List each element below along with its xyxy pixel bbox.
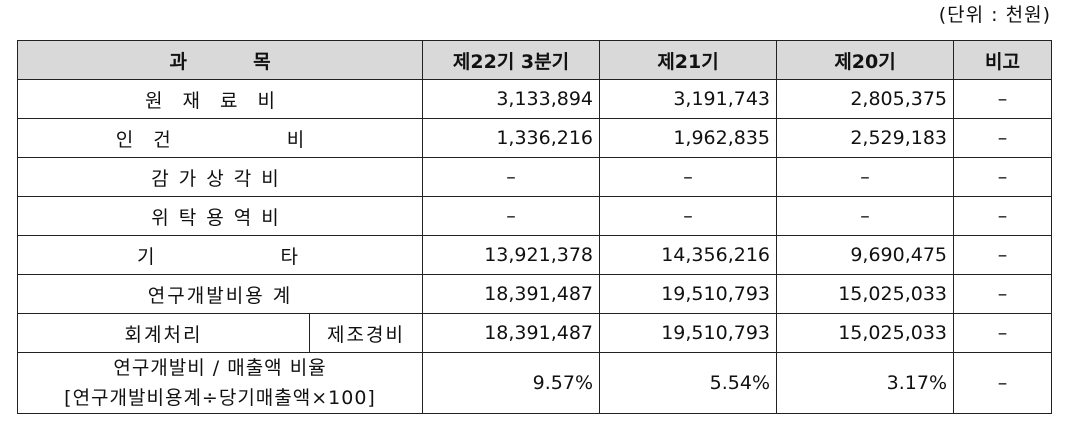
header-fy21: 제21기 xyxy=(599,40,778,80)
cell-remark: – xyxy=(953,352,1053,414)
cell-q3-22: 1,336,216 xyxy=(422,118,601,158)
table-row: 위탁용역비 – – – – xyxy=(16,196,1053,236)
cell-fy20: 3.17% xyxy=(776,352,955,414)
cell-fy20: – xyxy=(776,157,955,197)
cell-remark: – xyxy=(953,79,1053,119)
cell-fy21: – xyxy=(599,196,778,236)
cell-fy21: – xyxy=(599,157,778,197)
row-label-rnd-ratio: 연구개발비 / 매출액 비율 [연구개발비용계÷당기매출액×100] xyxy=(16,352,424,414)
table-row-ratio: 연구개발비 / 매출액 비율 [연구개발비용계÷당기매출액×100] 9.57%… xyxy=(16,352,1053,414)
cell-q3-22: 18,391,487 xyxy=(422,313,601,353)
header-fy20: 제20기 xyxy=(776,40,955,80)
unit-note: (단위 : 천원) xyxy=(938,4,1051,26)
cell-q3-22: 13,921,378 xyxy=(422,235,601,275)
row-label-outsourcing: 위탁용역비 xyxy=(16,196,424,236)
cell-q3-22: 18,391,487 xyxy=(422,274,601,314)
cell-fy20: 15,025,033 xyxy=(776,313,955,353)
header-q3-22: 제22기 3분기 xyxy=(422,40,601,80)
table-row: 원재료비 3,133,894 3,191,743 2,805,375 – xyxy=(16,79,1053,119)
row-label-accounting: 회계처리 xyxy=(17,313,310,353)
table-header-row: 과 목 제22기 3분기 제21기 제20기 비고 xyxy=(16,40,1053,80)
table-row: 인건 비 1,336,216 1,962,835 2,529,183 – xyxy=(16,118,1053,158)
row-sublabel-manufacturing-expense: 제조경비 xyxy=(308,313,424,353)
cell-remark: – xyxy=(953,274,1053,314)
cell-fy21: 5.54% xyxy=(599,352,778,414)
cell-fy21: 1,962,835 xyxy=(599,118,778,158)
cell-q3-22: – xyxy=(422,157,601,197)
cell-fy20: 15,025,033 xyxy=(776,274,955,314)
table-row: 연구개발비용 계 18,391,487 19,510,793 15,025,03… xyxy=(16,274,1053,314)
cell-fy21: 3,191,743 xyxy=(599,79,778,119)
table-row: 기 타 13,921,378 14,356,216 9,690,475 – xyxy=(16,235,1053,275)
cell-q3-22: 9.57% xyxy=(422,352,601,414)
ratio-label-line1: 연구개발비 / 매출액 비율 xyxy=(113,357,327,379)
table-row: 감가상각비 – – – – xyxy=(16,157,1053,197)
header-item: 과 목 xyxy=(16,40,424,80)
cell-fy20: 2,805,375 xyxy=(776,79,955,119)
cell-fy20: 2,529,183 xyxy=(776,118,955,158)
row-label-raw-materials: 원재료비 xyxy=(16,79,424,119)
header-remark: 비고 xyxy=(953,40,1053,80)
cell-fy21: 19,510,793 xyxy=(599,313,778,353)
row-label-depreciation: 감가상각비 xyxy=(16,157,424,197)
cell-remark: – xyxy=(953,235,1053,275)
rnd-expense-table: 과 목 제22기 3분기 제21기 제20기 비고 원재료비 3,133,894… xyxy=(16,40,1053,414)
cell-remark: – xyxy=(953,313,1053,353)
cell-remark: – xyxy=(953,196,1053,236)
cell-q3-22: 3,133,894 xyxy=(422,79,601,119)
cell-q3-22: – xyxy=(422,196,601,236)
cell-fy20: 9,690,475 xyxy=(776,235,955,275)
table-row: 회계처리 제조경비 18,391,487 19,510,793 15,025,0… xyxy=(17,313,1053,353)
cell-fy21: 19,510,793 xyxy=(599,274,778,314)
cell-fy20: – xyxy=(776,196,955,236)
row-label-rnd-total: 연구개발비용 계 xyxy=(16,274,424,314)
row-label-labor: 인건 비 xyxy=(16,118,424,158)
row-label-other: 기 타 xyxy=(16,235,424,275)
ratio-label-line2: [연구개발비용계÷당기매출액×100] xyxy=(64,387,376,409)
cell-fy21: 14,356,216 xyxy=(599,235,778,275)
cell-remark: – xyxy=(953,118,1053,158)
cell-remark: – xyxy=(953,157,1053,197)
